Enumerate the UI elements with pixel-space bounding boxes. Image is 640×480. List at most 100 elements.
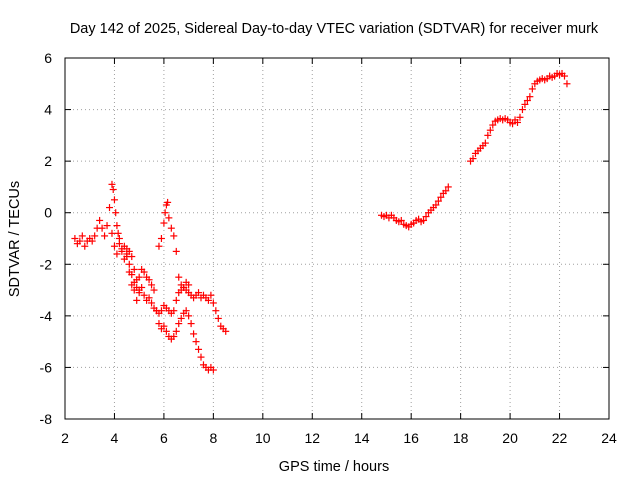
data-point bbox=[204, 296, 212, 304]
data-point bbox=[155, 242, 163, 250]
data-point bbox=[106, 204, 114, 212]
data-point bbox=[114, 229, 122, 237]
data-point bbox=[162, 327, 170, 335]
data-point bbox=[113, 250, 121, 258]
data-point bbox=[214, 314, 222, 322]
data-point bbox=[212, 307, 220, 315]
x-tick-label: 24 bbox=[601, 430, 617, 446]
data-point bbox=[113, 222, 121, 230]
y-tick-labels: -8 -6 -4 -2 0 2 4 6 bbox=[40, 50, 53, 427]
data-point bbox=[125, 260, 133, 268]
x-tick-label: 10 bbox=[255, 430, 271, 446]
data-point bbox=[187, 320, 195, 328]
x-tick-label: 4 bbox=[111, 430, 119, 446]
data-point bbox=[518, 106, 526, 114]
data-point bbox=[514, 118, 522, 126]
data-point bbox=[560, 72, 568, 80]
y-tick-label: 2 bbox=[44, 153, 52, 169]
data-point bbox=[444, 183, 452, 191]
y-tick-label: -8 bbox=[40, 411, 53, 427]
data-point bbox=[155, 320, 163, 328]
x-tick-label: 20 bbox=[502, 430, 518, 446]
data-point bbox=[486, 126, 494, 134]
y-tick-label: -4 bbox=[40, 308, 53, 324]
data-point bbox=[148, 299, 156, 307]
data-point bbox=[185, 281, 193, 289]
x-tick-label: 18 bbox=[453, 430, 469, 446]
data-point bbox=[172, 296, 180, 304]
data-point bbox=[112, 209, 120, 217]
data-point bbox=[128, 271, 136, 279]
data-point bbox=[109, 186, 117, 194]
data-point bbox=[161, 209, 169, 217]
data-point bbox=[115, 240, 123, 248]
x-tick-label: 14 bbox=[354, 430, 370, 446]
data-point bbox=[108, 229, 116, 237]
data-point bbox=[135, 273, 143, 281]
data-point bbox=[71, 235, 79, 242]
data-point bbox=[489, 121, 497, 129]
data-point bbox=[160, 322, 168, 330]
data-point bbox=[91, 232, 99, 240]
x-tick-label: 22 bbox=[552, 430, 568, 446]
data-point bbox=[145, 294, 153, 302]
y-tick-label: 0 bbox=[44, 205, 52, 221]
chart-title: Day 142 of 2025, Sidereal Day-to-day VTE… bbox=[70, 21, 599, 37]
data-point bbox=[118, 247, 126, 255]
axis-ticks bbox=[64, 57, 610, 420]
data-point bbox=[222, 327, 230, 335]
data-point bbox=[148, 281, 156, 289]
data-point bbox=[81, 242, 89, 250]
data-point bbox=[170, 232, 178, 240]
data-point bbox=[76, 237, 84, 245]
data-point bbox=[110, 242, 118, 250]
data-point bbox=[422, 213, 430, 221]
x-axis-label: GPS time / hours bbox=[279, 459, 389, 475]
data-point bbox=[164, 198, 172, 206]
data-point bbox=[160, 219, 168, 227]
data-point bbox=[133, 283, 141, 291]
data-point bbox=[177, 314, 185, 322]
data-point bbox=[516, 113, 524, 121]
data-point bbox=[521, 100, 529, 108]
data-point bbox=[145, 276, 153, 284]
data-point bbox=[437, 193, 445, 201]
data-point bbox=[167, 224, 175, 232]
data-point bbox=[523, 97, 531, 105]
data-point bbox=[103, 222, 111, 230]
data-series bbox=[71, 69, 571, 374]
data-point bbox=[195, 345, 203, 353]
data-point bbox=[469, 155, 477, 163]
data-point bbox=[528, 85, 536, 93]
data-point bbox=[197, 353, 205, 361]
plot-frame bbox=[64, 57, 610, 420]
data-point bbox=[434, 197, 442, 205]
data-point bbox=[130, 265, 138, 273]
data-point bbox=[207, 291, 215, 299]
data-point bbox=[397, 216, 405, 224]
data-point bbox=[88, 237, 96, 245]
y-tick-label: 6 bbox=[44, 50, 52, 66]
data-point bbox=[185, 312, 193, 320]
data-point bbox=[101, 232, 109, 240]
data-point bbox=[108, 180, 116, 188]
data-point bbox=[175, 273, 183, 281]
data-point bbox=[509, 120, 517, 128]
data-point bbox=[192, 338, 200, 346]
data-point bbox=[442, 187, 450, 195]
data-point bbox=[140, 268, 148, 276]
data-point bbox=[481, 139, 489, 147]
x-tick-labels: 2 4 6 8 10 12 14 16 18 20 22 24 bbox=[61, 430, 617, 446]
data-point bbox=[420, 216, 428, 224]
data-point bbox=[209, 366, 217, 374]
data-point bbox=[152, 307, 160, 315]
x-tick-label: 16 bbox=[403, 430, 419, 446]
data-point bbox=[78, 232, 86, 240]
data-point bbox=[432, 201, 440, 209]
data-point bbox=[170, 332, 178, 340]
data-point bbox=[157, 235, 165, 242]
data-point bbox=[165, 214, 173, 222]
data-point bbox=[172, 327, 180, 335]
x-tick-label: 8 bbox=[209, 430, 217, 446]
